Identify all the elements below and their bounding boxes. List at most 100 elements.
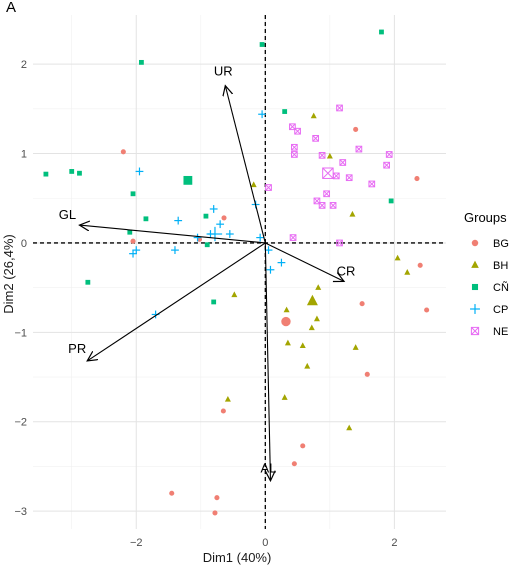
vector-label: GL: [59, 207, 76, 222]
legend-key: [471, 239, 479, 247]
series-cñ: [43, 29, 394, 305]
data-point: [353, 126, 359, 132]
data-point: [417, 262, 423, 268]
data-point: [364, 371, 370, 377]
data-point: [332, 172, 340, 180]
panel-label: A: [6, 0, 16, 16]
data-point: [394, 254, 401, 261]
legend-label: NE: [493, 326, 508, 338]
series-ne: [265, 104, 393, 247]
data-point: [383, 161, 390, 169]
legend-title: Groups: [464, 210, 507, 225]
data-point: [220, 408, 226, 414]
data-point: [174, 216, 183, 225]
data-point: [414, 176, 420, 182]
data-point: [214, 495, 220, 501]
data-point: [345, 174, 353, 182]
legend-item-bg: BG: [471, 238, 509, 250]
legend-label: CP: [493, 304, 508, 316]
data-point: [352, 344, 359, 350]
data-point: [289, 234, 297, 241]
data-point: [216, 220, 225, 229]
data-point: [379, 29, 384, 35]
axes: −2 0 2 −3 −2 −1 0 1 2: [14, 59, 397, 549]
vector-label: PR: [68, 341, 86, 356]
data-point: [132, 246, 141, 254]
data-point: [85, 279, 91, 285]
data-point: [284, 339, 291, 346]
y-tick-label: 2: [21, 59, 27, 71]
vector-label: AL: [261, 461, 277, 476]
data-point: [127, 229, 133, 235]
reference-lines: [33, 15, 446, 529]
data-point: [336, 239, 343, 247]
vector-arrow: [265, 242, 270, 481]
x-tick-label: −2: [130, 537, 143, 549]
vector-label: UR: [214, 64, 233, 79]
vector-label: CR: [337, 263, 356, 278]
vector-ur: UR: [214, 64, 266, 244]
y-axis-title: Dim2 (26,4%): [1, 234, 16, 313]
data-point: [282, 109, 288, 114]
data-point: [171, 246, 179, 254]
series-bh: [224, 112, 411, 431]
data-point: [193, 233, 202, 242]
data-point: [283, 306, 290, 313]
data-point: [310, 112, 317, 119]
data-point: [424, 307, 430, 313]
data-point: [385, 151, 393, 158]
series-cp: [129, 110, 286, 319]
x-tick-label: 0: [262, 537, 268, 549]
data-point: [312, 135, 319, 142]
data-point: [336, 104, 343, 112]
data-point: [221, 215, 227, 221]
data-point: [265, 184, 272, 191]
data-point: [266, 265, 275, 274]
legend-label: BG: [493, 238, 509, 250]
data-point: [291, 461, 297, 467]
data-point: [224, 395, 231, 402]
legend-label: BH: [493, 260, 508, 272]
data-point: [404, 269, 411, 275]
data-point: [359, 301, 365, 307]
data-point: [129, 249, 137, 258]
data-point: [326, 152, 333, 159]
data-point: [277, 258, 286, 267]
group-centroid: [207, 226, 223, 242]
data-point: [250, 181, 257, 188]
vector-cr: CR: [265, 242, 356, 281]
data-point: [69, 169, 75, 174]
y-tick-label: 1: [21, 149, 27, 161]
legend-key: [470, 304, 480, 314]
legend-item-cñ: CÑ: [471, 281, 509, 294]
legend-item-bh: BH: [471, 260, 508, 272]
data-point: [304, 362, 311, 369]
vector-al: AL: [261, 242, 277, 481]
data-point: [349, 210, 356, 217]
data-point: [130, 191, 136, 197]
vector-pr: PR: [68, 242, 266, 361]
data-point: [388, 198, 394, 204]
legend-key: [471, 283, 479, 291]
data-point: [315, 284, 322, 290]
y-tick-label: 0: [21, 238, 27, 250]
data-point: [294, 127, 301, 135]
series-bg: [120, 126, 430, 516]
vector-arrow: [225, 86, 266, 244]
data-point: [143, 216, 149, 222]
data-point: [209, 205, 218, 213]
legend-key: [471, 260, 479, 268]
data-point: [135, 167, 144, 176]
x-tick-label: 2: [391, 537, 397, 549]
data-point: [256, 233, 265, 242]
legend-item-ne: NE: [470, 326, 508, 338]
legend-label: CÑ: [493, 281, 509, 294]
data-point: [313, 315, 320, 322]
data-point: [120, 149, 126, 155]
loading-vectors: UR GL CR PR AL: [59, 64, 356, 481]
grid: [33, 15, 446, 529]
data-point: [259, 42, 265, 47]
vector-arrow: [265, 242, 344, 281]
vector-arrow: [87, 242, 266, 361]
